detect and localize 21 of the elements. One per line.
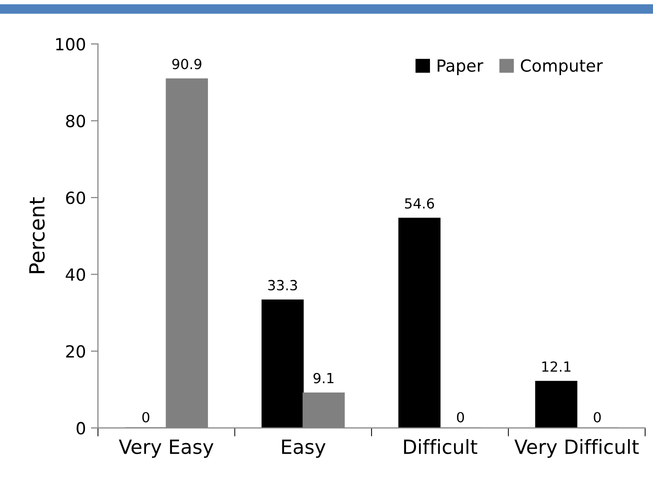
data-label: 0 <box>142 412 150 422</box>
legend-label: Paper <box>438 59 484 76</box>
y-tick-label: 40 <box>66 268 86 281</box>
data-label: 0 <box>594 412 601 422</box>
legend-label: Computer <box>520 59 603 76</box>
data-label: 90.9 <box>172 58 202 70</box>
y-tick-label: 80 <box>66 114 86 128</box>
y-tick-label: 60 <box>66 192 86 204</box>
y-tick-label: 0 <box>76 422 86 435</box>
y-tick-label: 100 <box>56 38 86 51</box>
data-label: 0 <box>456 412 464 422</box>
x-tick-label: Difficult <box>404 439 478 454</box>
x-tick-label: Easy <box>282 440 326 458</box>
x-tick-label: Very Difficult <box>514 439 639 458</box>
data-label: 33.3 <box>268 280 297 290</box>
y-axis-title: Percent <box>29 197 45 274</box>
data-label: 9.1 <box>314 372 334 384</box>
data-label: 12.1 <box>542 361 570 372</box>
y-tick-label: 20 <box>66 345 86 358</box>
x-tick-label: Very Easy <box>118 440 214 458</box>
data-label: 54.6 <box>405 198 434 209</box>
